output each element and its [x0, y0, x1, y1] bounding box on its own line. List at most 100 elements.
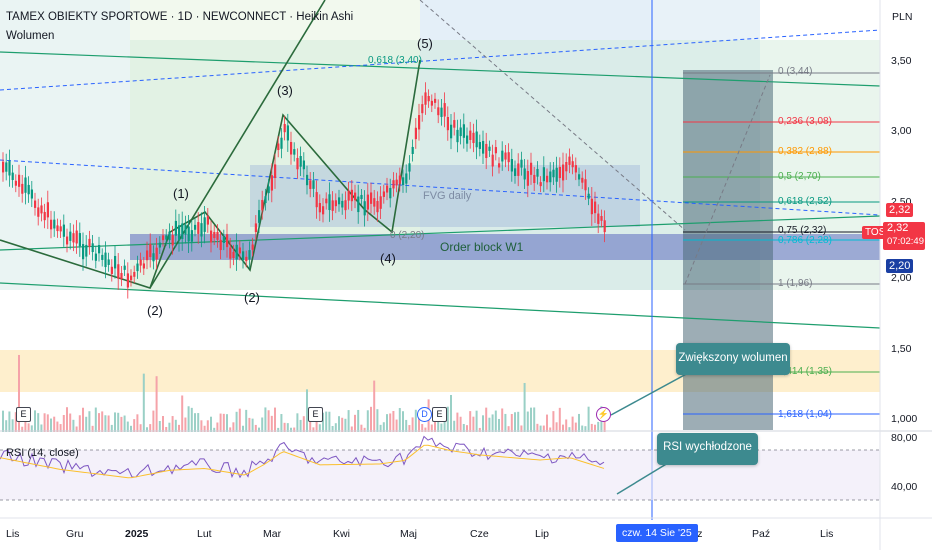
volume-bar	[498, 418, 500, 432]
candle-body	[491, 154, 494, 167]
current-price: 2,32	[887, 222, 909, 234]
volume-callout[interactable]: Zwiększony wolumen	[676, 343, 790, 375]
volume-bar	[8, 411, 11, 432]
volume-bar	[110, 424, 113, 432]
callout-pointer	[610, 371, 691, 416]
candle-body	[152, 253, 155, 262]
volume-bar	[587, 406, 590, 432]
volume-bar	[542, 425, 545, 432]
volume-bar	[21, 426, 24, 432]
candle-body	[264, 196, 267, 204]
candle-body	[174, 220, 177, 236]
dividend-event-icon[interactable]: D	[417, 407, 432, 422]
candle-body	[341, 200, 344, 208]
candle-body	[306, 174, 309, 186]
candle-body	[62, 224, 65, 237]
volume-bar	[245, 409, 248, 432]
volume-bar	[238, 408, 241, 432]
candle-body	[5, 162, 8, 172]
volume-bar	[59, 424, 62, 432]
elliott-waves	[0, 59, 421, 289]
volume-bar	[274, 407, 276, 432]
volume-bar	[354, 414, 356, 432]
candle-body	[59, 226, 62, 232]
candle-body	[94, 253, 97, 261]
volume-bar	[104, 415, 107, 432]
candle-body	[142, 263, 145, 269]
candle-body	[274, 164, 277, 179]
volume-bar	[85, 416, 88, 432]
candle-body	[507, 152, 510, 163]
candle-body	[408, 163, 411, 172]
volume-bar	[594, 424, 596, 432]
candle-body	[222, 236, 225, 244]
candle-body	[334, 200, 337, 207]
volume-bar	[229, 427, 232, 432]
candle-body	[53, 219, 56, 229]
volume-bar	[43, 413, 46, 432]
candle-body	[475, 131, 478, 148]
rsi-line	[0, 435, 605, 479]
volume-bar	[485, 407, 488, 432]
wave-label: (2)	[147, 303, 163, 318]
candle-body	[331, 200, 334, 211]
volume-bar	[376, 409, 379, 432]
volume-bar	[222, 413, 225, 432]
volume-bar	[155, 376, 158, 432]
earnings-event-icon[interactable]: E	[432, 407, 447, 422]
candle-body	[187, 226, 190, 242]
candle-body	[315, 192, 318, 208]
volume-bar	[325, 411, 328, 432]
volume-bar	[200, 420, 203, 432]
volume-bar	[334, 423, 337, 432]
candle-body	[370, 192, 373, 204]
split-event-icon[interactable]: ⚡	[596, 407, 611, 422]
volume-bar	[562, 424, 564, 432]
volume-bar	[34, 410, 36, 432]
candle-body	[485, 143, 488, 159]
candle-body	[181, 223, 184, 240]
rsi-callout[interactable]: RSI wychłodzone	[657, 433, 758, 465]
candle-body	[24, 177, 27, 193]
candle-body	[456, 129, 459, 143]
volume-bar	[446, 406, 449, 432]
candle-body	[296, 157, 299, 170]
volume-bar	[14, 412, 17, 432]
volume-bar	[366, 410, 369, 432]
fib-label: 0,786 (2,28)	[778, 235, 832, 246]
candle-body	[50, 219, 53, 230]
ticker-badge: TOS	[862, 226, 889, 239]
candle-body	[533, 174, 536, 184]
volume-bar	[312, 427, 315, 432]
volume-bar	[510, 413, 513, 432]
candle-body	[8, 160, 11, 176]
candle-body	[235, 244, 238, 260]
volume-bar	[478, 427, 481, 432]
volume-bar	[152, 410, 155, 432]
volume-bar	[53, 416, 56, 432]
volume-bar	[450, 394, 452, 432]
volume-bar	[277, 427, 280, 432]
candle-body	[232, 251, 235, 259]
callout-pointer	[616, 462, 669, 495]
earnings-event-icon[interactable]: E	[16, 407, 31, 422]
candle-body	[482, 140, 485, 154]
candle-body	[478, 142, 481, 149]
volume-bar	[194, 413, 196, 432]
candle-body	[440, 107, 443, 117]
volume-bar	[235, 411, 238, 432]
volume-bar	[203, 425, 206, 432]
candle-body	[2, 161, 5, 173]
earnings-event-icon[interactable]: E	[308, 407, 323, 422]
candle-body	[437, 107, 440, 116]
candle-body	[117, 264, 120, 279]
candle-body	[213, 232, 216, 239]
volume-bar	[62, 414, 65, 432]
volume-bar	[552, 411, 555, 432]
chart-title: TAMEX OBIEKTY SPORTOWE · 1D · NEWCONNECT…	[6, 11, 354, 23]
candle-body	[552, 169, 555, 178]
candle-body	[21, 183, 24, 194]
volume-bar	[574, 422, 577, 432]
